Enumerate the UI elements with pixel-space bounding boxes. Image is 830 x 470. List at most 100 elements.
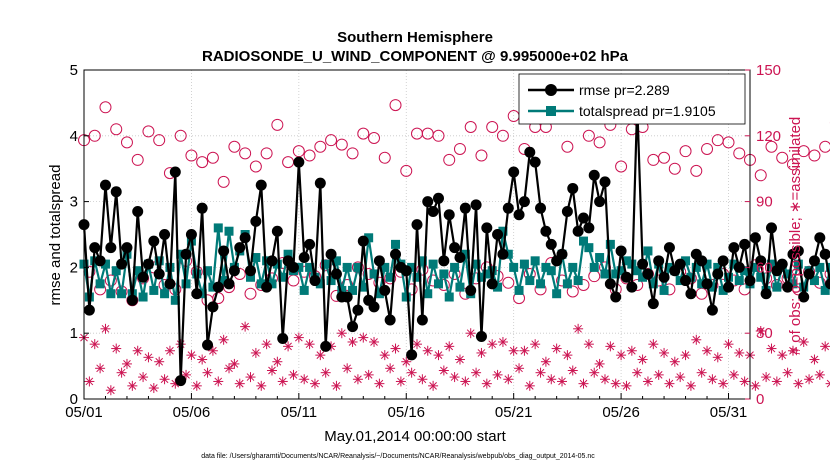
rmse-point	[459, 202, 471, 214]
totalspread-point	[799, 282, 809, 292]
obs-assimilated-point	[632, 367, 643, 378]
rmse-point	[819, 248, 830, 260]
rmse-point	[126, 294, 138, 306]
totalspread-point	[342, 262, 352, 272]
rmse-point	[132, 205, 144, 217]
totalspread-point	[724, 272, 734, 282]
legend-spread-marker	[546, 106, 556, 116]
rmse-point	[148, 235, 160, 247]
obs-assimilated-point	[449, 372, 460, 383]
obs-possible-point	[400, 164, 413, 177]
obs-assimilated-point	[304, 339, 315, 350]
totalspread-point	[750, 262, 760, 272]
rmse-point	[137, 271, 149, 283]
obs-assimilated-point	[820, 341, 830, 352]
obs-assimilated-point	[266, 365, 277, 376]
obs-possible-point	[104, 274, 117, 287]
obs-assimilated-point	[159, 374, 170, 385]
rmse-point	[422, 196, 434, 208]
obs-assimilated-point	[642, 376, 653, 387]
obs-assimilated-point	[336, 328, 347, 339]
obs-assimilated-point	[116, 367, 127, 378]
rmse-point	[524, 146, 536, 158]
totalspread-point	[331, 256, 341, 266]
totalspread-point	[439, 269, 449, 279]
rmse-point	[508, 166, 520, 178]
obs-assimilated-point	[750, 380, 761, 391]
rmse-point	[481, 222, 493, 234]
obs-assimilated-point	[390, 343, 401, 354]
totalspread-point	[487, 266, 497, 276]
obs-assimilated-point	[718, 378, 729, 389]
totalspread-point	[498, 226, 508, 236]
rmse-point	[599, 176, 611, 188]
obs-assimilated-point	[594, 358, 605, 369]
obs-assimilated-point	[637, 354, 648, 365]
obs-assimilated-point	[132, 345, 143, 356]
obs-possible-point	[776, 151, 789, 164]
obs-assimilated-point	[621, 380, 632, 391]
obs-assimilated-point	[154, 356, 165, 367]
obs-assimilated-point	[664, 378, 675, 389]
obs-assimilated-point	[395, 376, 406, 387]
obs-assimilated-point	[256, 380, 267, 391]
obs-assimilated-point	[240, 321, 251, 332]
y-tick-label: 4	[70, 128, 78, 145]
obs-assimilated-point	[213, 376, 224, 387]
obs-assimilated-point	[218, 334, 229, 345]
rmse-point	[518, 196, 530, 208]
rmse-point	[164, 278, 176, 290]
obs-assimilated-point	[412, 339, 422, 350]
rmse-point	[814, 232, 826, 244]
obs-assimilated-point	[503, 374, 514, 385]
totalspread-point	[509, 262, 519, 272]
obs-possible-point	[271, 118, 284, 131]
totalspread-point	[519, 259, 529, 269]
totalspread-point	[444, 292, 454, 302]
x-tick-label: 05/11	[281, 404, 317, 421]
totalspread-point	[718, 285, 728, 295]
totalspread-point	[428, 259, 438, 269]
totalspread-point	[203, 266, 213, 276]
obs-assimilated-point	[127, 380, 138, 391]
totalspread-point	[632, 266, 642, 276]
obs-assimilated-point	[583, 339, 594, 350]
rmse-point	[121, 242, 133, 254]
obs-assimilated-point	[143, 352, 154, 363]
obs-assimilated-point	[138, 372, 149, 383]
rmse-point	[196, 202, 208, 214]
totalspread-point	[514, 285, 524, 295]
obs-assimilated-point	[825, 379, 830, 388]
obs-assimilated-point	[417, 374, 428, 385]
obs-assimilated-point	[121, 358, 132, 369]
obs-assimilated-point	[438, 365, 449, 376]
obs-assimilated-point	[422, 345, 433, 356]
rmse-point	[314, 177, 326, 189]
rmse-point	[604, 278, 616, 290]
obs-assimilated-point	[283, 341, 294, 352]
rmse-point	[760, 288, 772, 300]
totalspread-point	[117, 289, 127, 299]
rmse-point	[438, 255, 450, 267]
obs-assimilated-point	[723, 339, 734, 350]
totalspread-point	[417, 256, 427, 266]
obs-assimilated-point	[197, 354, 208, 365]
totalspread-point	[267, 279, 277, 289]
totalspread-point	[412, 272, 422, 282]
rmse-point	[782, 281, 794, 293]
obs-possible-point	[217, 175, 230, 188]
obs-possible-point	[797, 145, 810, 158]
obs-assimilated-point	[481, 378, 492, 389]
rmse-point	[712, 268, 724, 280]
obs-assimilated-point	[111, 343, 122, 354]
totalspread-point	[530, 256, 540, 266]
obs-possible-point	[765, 140, 778, 153]
data-file-footnote: data file: /Users/gharamti/Documents/NCA…	[201, 453, 595, 460]
x-tick-label: 05/06	[173, 404, 211, 421]
totalspread-point	[493, 282, 503, 292]
rmse-point	[411, 219, 423, 231]
rmse-series	[78, 98, 830, 387]
obs-possible-point	[405, 283, 418, 296]
rmse-point	[432, 192, 444, 204]
